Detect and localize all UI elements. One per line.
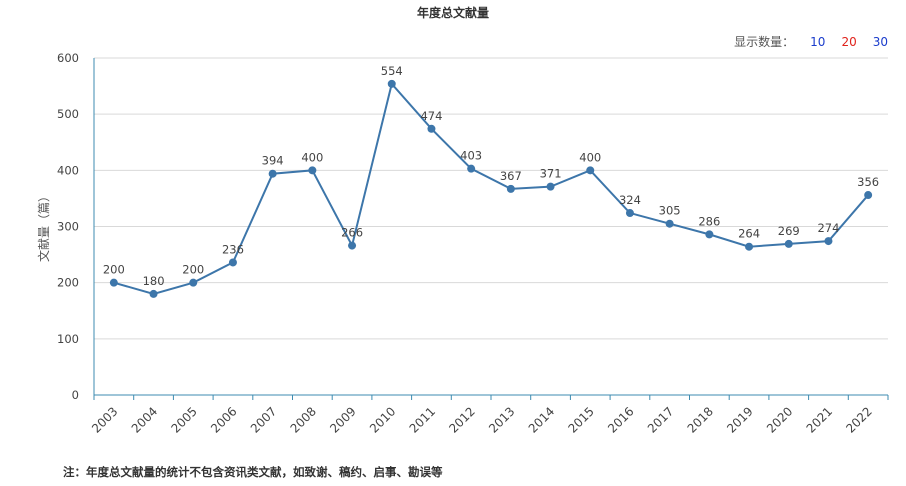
x-tick-label: 2021: [804, 404, 835, 435]
y-tick-label: 400: [57, 163, 79, 177]
data-label: 200: [103, 263, 125, 277]
data-label: 367: [500, 169, 522, 183]
data-label: 400: [579, 150, 601, 164]
data-point[interactable]: [546, 182, 555, 191]
x-tick-label: 2009: [327, 404, 358, 435]
x-tick-label: 2012: [446, 404, 477, 435]
data-label: 180: [143, 274, 165, 288]
data-label: 236: [222, 242, 244, 256]
data-point[interactable]: [149, 289, 158, 298]
series-line: [113, 81, 869, 295]
display-count-20-option[interactable]: 20: [841, 34, 857, 49]
y-tick-label: 300: [57, 220, 79, 234]
data-point[interactable]: [308, 166, 317, 175]
axes: [93, 58, 889, 400]
display-count-30-option[interactable]: 30: [872, 34, 888, 49]
display-count-label: 显示数量：: [734, 35, 795, 49]
data-point[interactable]: [348, 241, 357, 250]
data-point[interactable]: [268, 169, 277, 178]
data-label: 400: [301, 150, 323, 164]
footnote: 注：年度总文献量的统计不包含资讯类文献，如致谢、稿约、启事、勘误等: [63, 465, 443, 479]
y-tick-label: 100: [57, 332, 79, 346]
x-tick-label: 2022: [843, 404, 874, 435]
x-tick-label: 2013: [486, 404, 517, 435]
x-tick-label: 2011: [407, 404, 438, 435]
y-tick-label: 200: [57, 276, 79, 290]
x-tick-label: 2006: [208, 404, 239, 435]
x-tick-label: 2005: [168, 404, 199, 435]
x-tick-labels: 2003 2004 2005 2006 2007 2008 2009 2010 2011 2012…: [89, 404, 875, 435]
x-tick-label: 2018: [685, 404, 716, 435]
data-label: 554: [381, 64, 403, 78]
data-point[interactable]: [109, 278, 118, 287]
data-point[interactable]: [745, 242, 754, 251]
data-labels: 200 180 200 236 394 400 266 554 474 403 367 371 400 3…: [103, 64, 879, 288]
series-polyline: [113, 81, 869, 295]
x-tick-label: 2014: [526, 404, 557, 435]
y-tick-labels: 0 100 200 300 400 500 600: [57, 51, 79, 402]
data-label: 394: [262, 154, 284, 168]
x-tick-label: 2019: [724, 404, 755, 435]
data-point[interactable]: [665, 219, 674, 228]
x-tick-label: 2015: [565, 404, 596, 435]
y-tick-label: 0: [72, 388, 79, 402]
data-label: 371: [540, 167, 562, 181]
data-label: 324: [619, 193, 641, 207]
data-label: 269: [778, 224, 800, 238]
x-tick-label: 2007: [248, 404, 279, 435]
data-label: 274: [817, 221, 839, 235]
x-tick-label: 2020: [764, 404, 795, 435]
x-tick-label: 2016: [605, 404, 636, 435]
data-label: 200: [182, 263, 204, 277]
data-point[interactable]: [189, 278, 198, 287]
data-point[interactable]: [387, 79, 396, 88]
x-tick-label: 2017: [645, 404, 676, 435]
y-tick-label: 600: [57, 51, 79, 65]
x-tick-label: 2003: [89, 404, 120, 435]
data-label: 286: [698, 214, 720, 228]
data-point[interactable]: [506, 184, 515, 193]
data-point[interactable]: [586, 166, 595, 175]
y-tick-label: 500: [57, 107, 79, 121]
data-point[interactable]: [467, 164, 476, 173]
data-label: 356: [857, 175, 879, 189]
display-count-10-option[interactable]: 10: [810, 34, 826, 49]
data-points: [109, 79, 873, 298]
data-point[interactable]: [427, 124, 436, 133]
grid-lines: [94, 57, 888, 340]
data-point[interactable]: [784, 239, 793, 248]
data-point[interactable]: [228, 258, 237, 267]
chart-title: 年度总文献量: [416, 6, 489, 20]
data-label: 305: [659, 204, 681, 218]
x-tick-label: 2004: [129, 404, 160, 435]
data-point[interactable]: [824, 237, 833, 246]
y-axis-title: 文献量（篇）: [36, 190, 51, 262]
data-label: 403: [460, 149, 482, 163]
data-label: 474: [420, 109, 442, 123]
x-tick-label: 2008: [288, 404, 319, 435]
data-point[interactable]: [705, 230, 714, 239]
x-tick-label: 2010: [367, 404, 398, 435]
display-count-control: 显示数量： 10 20 30: [734, 33, 888, 50]
data-label: 264: [738, 227, 760, 241]
data-label: 266: [341, 226, 363, 240]
data-point[interactable]: [625, 209, 634, 218]
data-point[interactable]: [864, 191, 873, 200]
